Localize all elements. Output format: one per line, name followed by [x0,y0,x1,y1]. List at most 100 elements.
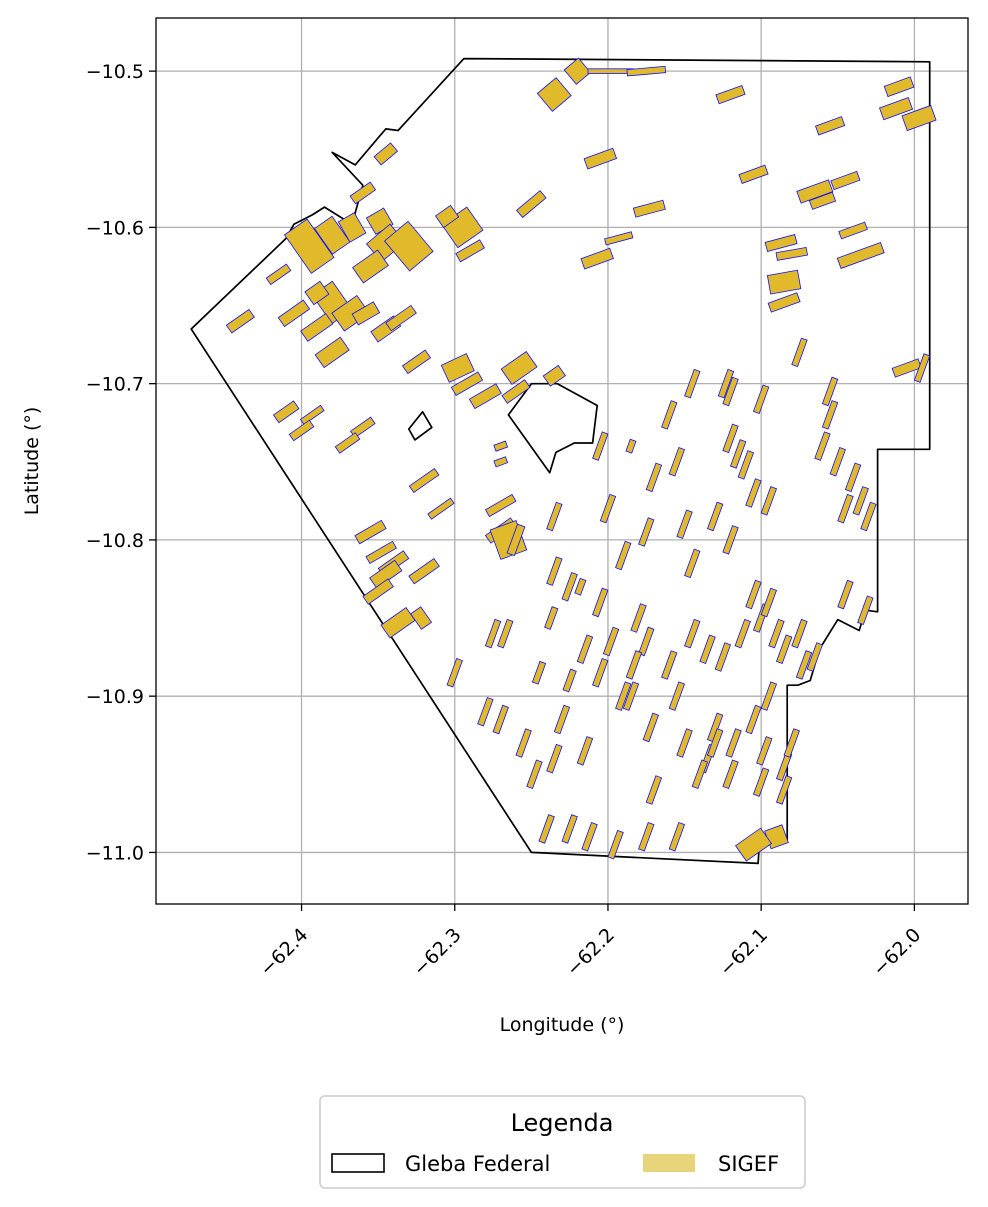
sigef-parcel [775,775,793,805]
sigef-parcel [576,634,594,664]
plot-background [156,18,968,904]
sigef-parcel [542,364,567,387]
sigef-parcel [878,97,914,121]
sigef-parcel [546,743,563,774]
sigef-parcel [806,642,823,672]
sigef-parcel [516,190,547,219]
sigef-parcel [760,587,778,618]
sigef-parcel [592,587,609,618]
sigef-parcel [500,350,538,386]
sigef-parcel [676,728,693,758]
sigef-parcel [277,299,311,328]
sigef-parcel [349,181,377,205]
sigef-parcel [860,501,877,532]
sigef-parcel [668,821,686,852]
y-tick-label: −10.8 [86,530,144,552]
sigef-parcel [767,292,801,313]
sigef-parcel [536,77,572,112]
sigef-parcel [351,301,381,326]
sigef-parcel [668,446,686,477]
sigef-parcel [574,577,587,596]
legend-swatch-gleba [331,1153,385,1173]
sigef-parcel [699,634,716,665]
sigef-parcel [729,439,747,469]
sigef-parcel [602,626,620,657]
sigef-parcel [745,478,762,508]
sigef-parcel [365,540,397,564]
sigef-parcel [645,775,663,805]
sigef-parcel [830,170,861,191]
sigef-parcel [791,618,808,649]
sigef-parcel [625,438,637,454]
sigef-parcel [760,681,778,711]
sigef-parcel [538,814,555,844]
sigef-parcel [706,712,724,743]
sigef-parcel [734,618,751,649]
y-tick-label: −11.0 [86,842,144,864]
sigef-parcel [576,736,594,766]
sigef-parcel [493,456,509,468]
sigef-parcel [362,578,394,605]
sigef-parcel [676,509,693,539]
sigef-parcel [717,368,735,399]
sigef-parcel [706,501,724,532]
sigef-parcel [795,650,813,680]
sigef-parcel [484,493,517,518]
sigef-parcel [484,618,502,649]
x-tick-label: −62.3 [409,924,466,981]
sigef-parcel [468,383,502,410]
sigef-parcel [857,595,874,625]
x-axis: −62.4 −62.3 −62.2 −62.1 −62.0 [256,904,925,981]
sigef-parcel [821,400,839,430]
sigef-parcel [764,234,798,252]
sigef-parcel [752,767,770,797]
sigef-parcel [735,827,772,862]
y-tick-label: −10.7 [86,374,144,396]
sigef-parcel [632,199,666,218]
sigef-parcel [563,57,592,85]
sigef-parcel [369,559,403,589]
legend-swatch-sigef [643,1154,695,1172]
sigef-parcel [506,523,526,557]
sigef-parcel [829,446,846,477]
sigef-parcel [354,519,387,545]
x-tick-label: −62.2 [562,924,619,981]
plot-frame [155,17,969,905]
sigef-parcel [642,712,660,743]
grid-lines [156,18,968,904]
sigef-parcel [408,467,440,494]
sigef-parcel [725,728,742,758]
sigef-parcel [722,376,739,407]
sigef-parcel [604,231,634,246]
sigef-parcel [580,247,614,270]
sigef-parcel [796,179,834,204]
sigef-parcel [561,814,578,844]
sigef-parcel [334,432,361,454]
y-tick-label: −10.6 [86,217,144,239]
sigef-parcel [808,191,837,210]
sigef-parcel [337,212,367,243]
sigef-parcel [852,486,869,516]
sigef-parcel [501,379,531,404]
y-axis-label: Latitude (°) [21,407,43,516]
sigef-parcel [661,650,678,680]
sigef-parcel [553,704,571,735]
sigef-parcel [299,404,325,426]
sigef-parcel [427,497,455,520]
sigef-parcel [383,220,434,272]
sigef-parcel [626,65,667,77]
sigef-parcel [630,603,647,633]
sigef-parcel [592,657,609,688]
sigef-parcel [272,400,300,424]
sigef-parcel [691,759,709,789]
gleba-federal-hole [407,410,433,441]
y-tick-label: −10.5 [86,61,144,83]
sigef-parcel [625,650,643,680]
sigef-parcel [446,657,463,688]
sigef-parcel [684,548,701,579]
sigef-parcel [775,246,808,261]
sigef-parcel [385,304,417,332]
sigef-parcel [783,728,800,758]
sigef-parcel [497,618,514,649]
